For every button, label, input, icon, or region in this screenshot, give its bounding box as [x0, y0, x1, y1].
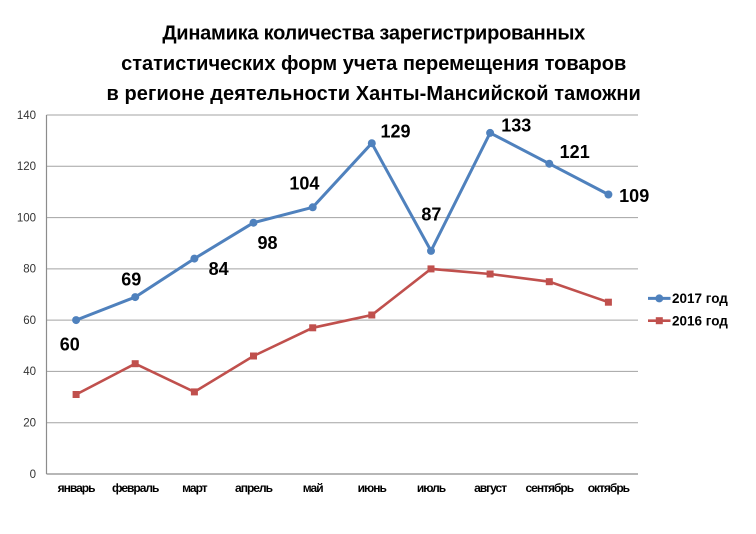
svg-text:февраль: февраль	[112, 481, 159, 495]
svg-text:Динамика количества зарегистри: Динамика количества зарегистрированных	[162, 23, 585, 45]
svg-text:2017 год: 2017 год	[672, 291, 728, 306]
svg-text:69: 69	[121, 270, 141, 290]
svg-text:август: август	[474, 481, 507, 495]
svg-text:121: 121	[560, 142, 590, 162]
svg-text:в регионе деятельности Ханты-М: в регионе деятельности Ханты-Мансийской …	[106, 83, 641, 105]
svg-text:104: 104	[289, 174, 319, 194]
svg-text:июль: июль	[417, 481, 446, 495]
svg-text:84: 84	[209, 259, 229, 279]
svg-text:133: 133	[501, 116, 531, 136]
svg-text:40: 40	[23, 366, 36, 378]
svg-text:октябрь: октябрь	[588, 481, 630, 495]
svg-text:июнь: июнь	[358, 481, 387, 495]
svg-text:98: 98	[257, 233, 277, 253]
svg-text:60: 60	[60, 334, 80, 354]
svg-text:109: 109	[619, 186, 649, 206]
svg-text:60: 60	[23, 315, 36, 327]
svg-text:140: 140	[17, 110, 36, 122]
svg-text:2016 год: 2016 год	[672, 313, 728, 328]
svg-text:20: 20	[23, 418, 36, 430]
svg-text:0: 0	[30, 469, 36, 481]
svg-text:129: 129	[380, 122, 410, 142]
svg-text:статистических форм учета пере: статистических форм учета перемещения то…	[121, 53, 626, 75]
svg-text:сентябрь: сентябрь	[526, 481, 574, 495]
svg-text:80: 80	[23, 264, 36, 276]
svg-text:май: май	[303, 481, 323, 495]
svg-text:март: март	[182, 481, 208, 495]
svg-text:87: 87	[421, 205, 441, 225]
svg-text:январь: январь	[58, 481, 95, 495]
svg-text:апрель: апрель	[235, 481, 273, 495]
svg-text:120: 120	[17, 161, 36, 173]
svg-text:100: 100	[17, 212, 36, 224]
